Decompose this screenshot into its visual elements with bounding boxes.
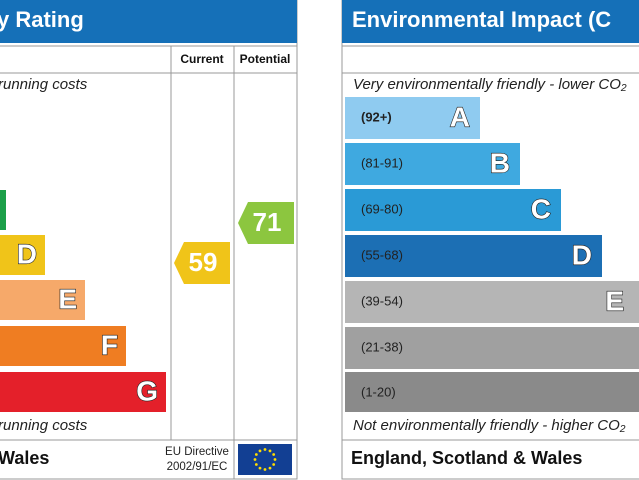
band-range: (92+) <box>361 109 392 124</box>
band-bar <box>0 235 45 275</box>
band-bar <box>345 372 639 412</box>
band-bar <box>345 143 520 185</box>
eu-star <box>258 449 262 453</box>
potential-arrow <box>238 202 294 244</box>
top-note: Very environmentally friendly - lower CO… <box>353 76 627 93</box>
band-bar <box>345 235 602 277</box>
bottom-note: running costs <box>0 417 88 434</box>
footer-region: Wales <box>0 448 49 468</box>
eu-star <box>263 468 267 471</box>
eu-stars <box>253 448 277 471</box>
title-bar <box>342 0 639 43</box>
band-letter: E <box>605 285 624 316</box>
band-letter: G <box>136 375 158 406</box>
panel-title: y Rating <box>0 7 84 32</box>
band-range: (39-54) <box>361 293 403 308</box>
panel-frame <box>0 0 298 480</box>
eu-star <box>254 453 258 456</box>
band-range: (81-91) <box>361 155 403 170</box>
band-letter: A <box>450 101 470 132</box>
panel-frame <box>341 0 639 480</box>
column-header: Current <box>180 52 223 66</box>
footer-region: England, Scotland & Wales <box>351 448 582 468</box>
band-bar <box>0 372 166 412</box>
band-letter: F <box>101 329 118 360</box>
eu-star <box>258 466 262 470</box>
directive: 2002/91/EC <box>167 461 228 473</box>
band-bar <box>345 97 480 139</box>
top-note: running costs <box>0 76 88 93</box>
band-range: (1-20) <box>361 384 396 399</box>
eu-star <box>268 449 272 453</box>
panel-title: Environmental Impact (C <box>352 7 611 32</box>
band-range: (69-80) <box>361 201 403 216</box>
band-bar <box>345 281 639 323</box>
bottom-note: Not environmentally friendly - higher CO… <box>353 417 626 434</box>
band-letter: B <box>490 147 510 178</box>
band-letter: E <box>58 283 77 314</box>
band-bar <box>345 189 561 231</box>
band-bar <box>0 326 126 366</box>
eu-star <box>273 458 277 461</box>
band-letter: D <box>17 238 37 269</box>
potential-rating: 71 <box>253 207 282 237</box>
band-range: (55-68) <box>361 247 403 262</box>
band-bar <box>345 327 639 369</box>
directive: EU Directive <box>165 446 229 458</box>
eu-star <box>254 463 258 466</box>
band-range: (21-38) <box>361 339 403 354</box>
current-rating: 59 <box>189 247 218 277</box>
eu-star <box>253 458 257 461</box>
eu-star <box>263 448 267 451</box>
eu-star <box>272 453 276 456</box>
eu-star <box>272 463 276 466</box>
eu-star <box>268 466 272 470</box>
band-letter: D <box>572 239 592 270</box>
column-header: Potential <box>240 52 291 66</box>
band-bar <box>0 280 85 320</box>
band-bar <box>0 190 6 230</box>
title-bar <box>0 0 297 43</box>
current-arrow <box>174 242 230 284</box>
band-letter: C <box>531 193 551 224</box>
